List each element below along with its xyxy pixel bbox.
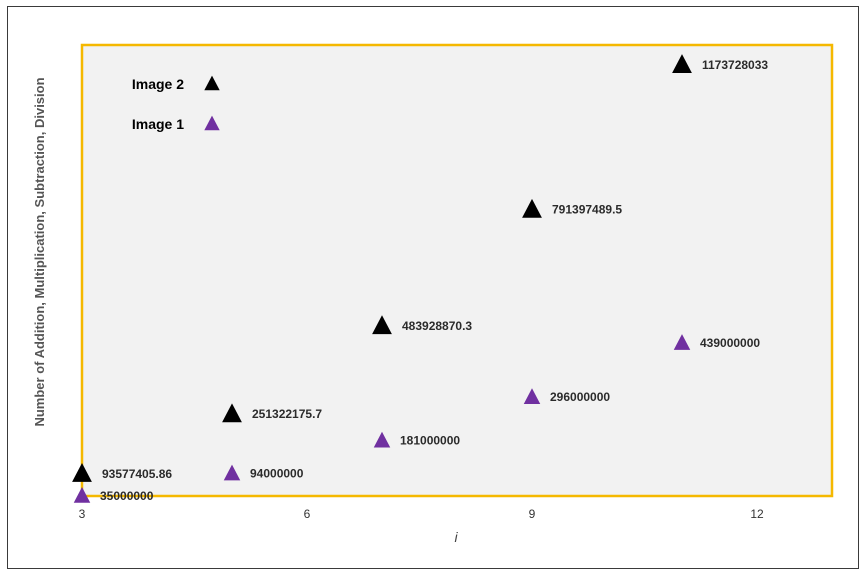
image-1-point [223,464,241,481]
legend-marker [204,115,220,131]
image-1-point [73,487,91,503]
image-1-value-label: 35000000 [100,489,154,503]
image-2-value-label: 251322175.7 [252,407,322,421]
y-axis-title: Number of Addition, Multiplication, Subt… [32,77,47,426]
image-1-point [523,388,541,404]
legend-label: Image 1 [132,116,184,132]
image-2-point [372,315,392,335]
scatter-chart: 93577405.86 251322175.7 483928870.3 7913974… [32,43,834,545]
x-tick-label: 3 [79,507,86,521]
image-1-point [373,431,391,448]
x-tick-label: 9 [529,507,536,521]
image-1-value-label: 181000000 [400,434,460,448]
image-2-value-label: 483928870.3 [402,319,472,333]
image-2-value-label: 93577405.86 [102,467,172,481]
image-2-point [522,198,542,218]
image-1-value-label: 439000000 [700,336,760,350]
image-2-point [672,54,692,74]
x-tick-label: 12 [750,507,764,521]
legend-label: Image 2 [132,76,184,92]
legend-marker [204,75,220,91]
image-1-value-label: 94000000 [250,467,304,481]
x-axis-title: i [454,529,458,545]
image-2-point [222,403,242,423]
image-1-point [673,334,691,350]
plot-area [80,43,834,498]
image-2-point [72,463,92,482]
chart-frame: 93577405.86 251322175.7 483928870.3 7913974… [7,6,859,569]
image-2-value-label: 791397489.5 [552,203,622,217]
image-2-value-label: 1173728033 [702,58,768,72]
image-1-value-label: 296000000 [550,390,610,404]
x-tick-label: 6 [304,507,311,521]
